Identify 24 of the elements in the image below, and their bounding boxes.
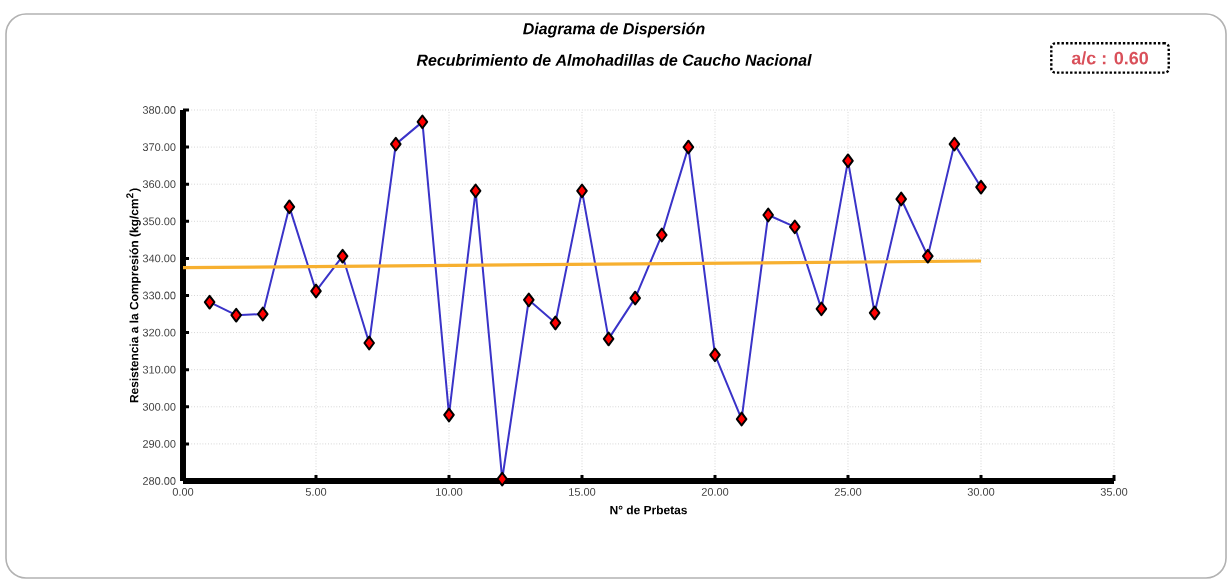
y-tick-label: 380.00 [142, 106, 176, 114]
x-tick-label: 10.00 [436, 488, 463, 496]
y-tick-label: 370.00 [142, 143, 176, 151]
y-tick-label: 300.00 [142, 402, 176, 411]
y-tick-label: 360.00 [142, 180, 176, 189]
x-tick-label: 35.00 [1100, 488, 1128, 496]
x-tick-label: 0.00 [172, 488, 194, 496]
text: a/c : 0.60 [1071, 51, 1148, 65]
chart-subtitle: Recubrimiento de Almohadillas de Caucho Nacional [416, 54, 812, 66]
x-tick-label: 25.00 [834, 488, 862, 496]
x-tick-label: 30.00 [967, 488, 995, 496]
y-tick-label: 280.00 [143, 477, 176, 485]
x-tick-label: 15.00 [569, 488, 596, 496]
x-axis-title: N° de Prbetas [610, 505, 687, 515]
y-tick-label: 320.00 [142, 328, 176, 337]
y-axis-title: Resistencia a la Compresión (kg/cm$^{2}$) [126, 188, 141, 403]
x-tick-label: 5.00 [305, 488, 327, 496]
y-tick-label: 290.00 [143, 440, 176, 448]
y-tick-label: 310.00 [142, 365, 176, 374]
y-tick-label: 340.00 [142, 254, 176, 263]
y-tick-label: 330.00 [142, 291, 176, 300]
x-tick-label: 20.00 [701, 488, 729, 496]
chart-title: Diagrama de Dispersión [523, 22, 705, 38]
y-tick-label: 350.00 [142, 217, 176, 226]
